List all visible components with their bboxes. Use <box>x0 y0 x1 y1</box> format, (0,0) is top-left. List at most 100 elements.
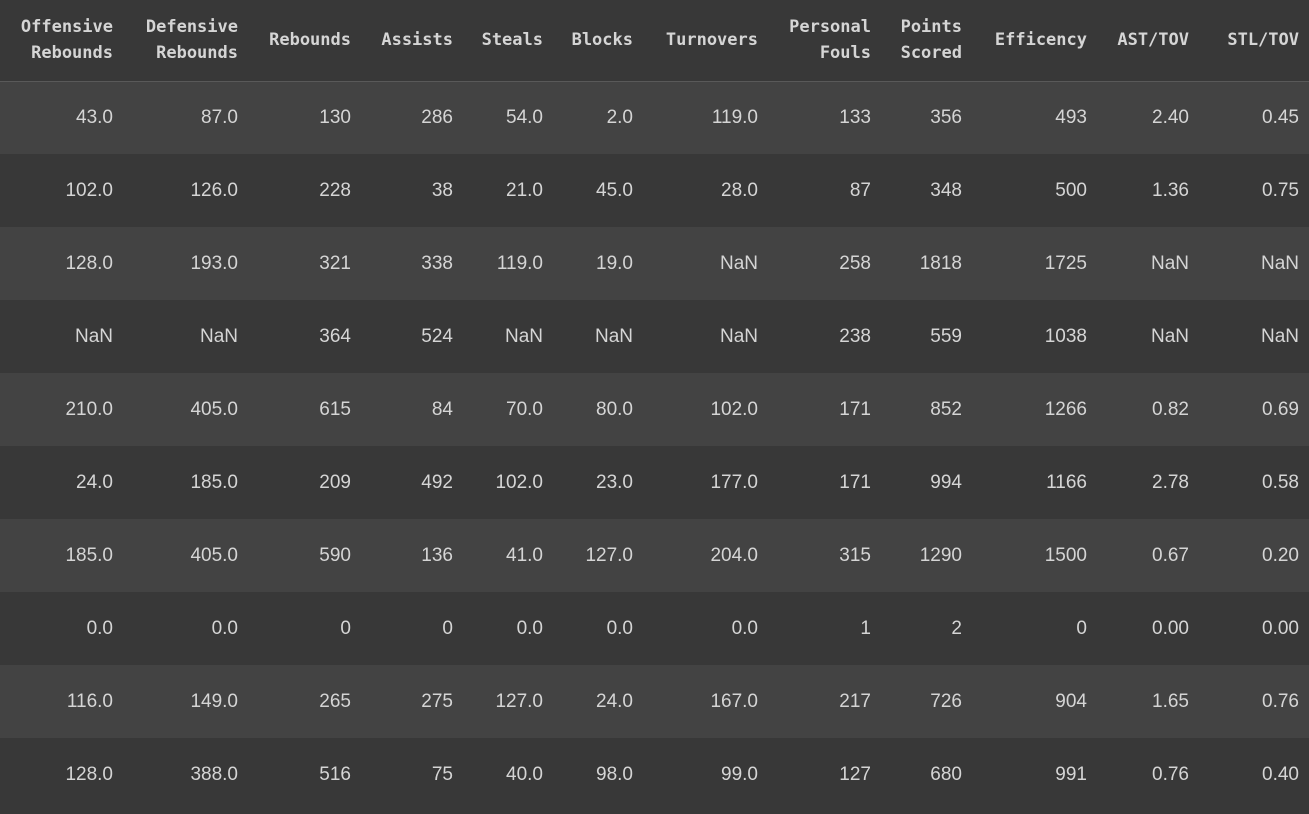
column-header-blocks: Blocks <box>553 0 643 82</box>
table-cell: 0.00 <box>1152 617 1189 639</box>
table-cell: 315 <box>839 544 871 566</box>
table-cell: 209 <box>319 471 351 493</box>
table-cell: 1818 <box>919 252 962 274</box>
table-cell: 128.0 <box>65 763 113 785</box>
table-cell: 127.0 <box>585 544 633 566</box>
table-cell: 75 <box>431 763 453 785</box>
table-cell: 43.0 <box>76 106 113 128</box>
table-cell: 1.36 <box>1152 179 1189 201</box>
table-cell: 991 <box>1055 763 1087 785</box>
table-cell: 0.0 <box>516 617 543 639</box>
table-cell: 167.0 <box>710 690 758 712</box>
column-header-steals: Steals <box>463 0 553 82</box>
table-cell: 185.0 <box>65 544 113 566</box>
table-cell: NaN <box>594 325 633 347</box>
table-cell: 171 <box>839 471 871 493</box>
table-cell: 193.0 <box>190 252 238 274</box>
table-cell: 615 <box>319 398 351 420</box>
table-cell: 0.82 <box>1152 398 1189 420</box>
table-cell: 0.45 <box>1262 106 1299 128</box>
table-cell: 0.69 <box>1262 398 1299 420</box>
table-cell: 87.0 <box>201 106 238 128</box>
table-cell: 1290 <box>919 544 962 566</box>
table-cell: NaN <box>719 325 758 347</box>
table-cell: NaN <box>1260 325 1299 347</box>
table-cell: 80.0 <box>596 398 633 420</box>
table-cell: 1166 <box>1046 471 1087 493</box>
table-cell: 275 <box>421 690 453 712</box>
table-cell: 28.0 <box>721 179 758 201</box>
table-cell: 45.0 <box>596 179 633 201</box>
table-cell: 133 <box>839 106 871 128</box>
table-cell: 388.0 <box>190 763 238 785</box>
table-cell: 559 <box>930 325 962 347</box>
table-cell: 1266 <box>1044 398 1087 420</box>
table-cell: 852 <box>930 398 962 420</box>
table-cell: 102.0 <box>710 398 758 420</box>
column-header-defensive-rebounds: Defensive Rebounds <box>123 0 248 82</box>
table-cell: 136 <box>421 544 453 566</box>
table-cell: 70.0 <box>506 398 543 420</box>
table-cell: 348 <box>930 179 962 201</box>
column-header-points-scored: Points Scored <box>881 0 972 82</box>
table-cell: 286 <box>421 106 453 128</box>
table-cell: 1500 <box>1044 544 1087 566</box>
table-cell: 54.0 <box>506 106 543 128</box>
table-cell: 128.0 <box>65 252 113 274</box>
table-cell: 116.0 <box>66 690 113 712</box>
table-cell: 217 <box>839 690 871 712</box>
table-cell: 405.0 <box>190 544 238 566</box>
table-cell: 210.0 <box>65 398 113 420</box>
table-cell: 38 <box>431 179 453 201</box>
table-cell: 0.75 <box>1262 179 1299 201</box>
table-cell: 321 <box>319 252 351 274</box>
table-cell: 171 <box>839 398 871 420</box>
table-cell: 127.0 <box>495 690 543 712</box>
table-cell: 994 <box>930 471 962 493</box>
table-cell: 338 <box>421 252 453 274</box>
table-cell: 119.0 <box>496 252 543 274</box>
table-cell: 0 <box>340 617 351 639</box>
table-cell: 1038 <box>1044 325 1087 347</box>
table-row: 210.0 405.0 615 84 70.0 80.0 102.0 171 852 1266 0.… <box>0 373 1309 446</box>
table-row: 116.0 149.0 265 275 127.0 24.0 167.0 217 726 904 1… <box>0 665 1309 738</box>
table-cell: 0.0 <box>731 617 758 639</box>
table-cell: 21.0 <box>506 179 543 201</box>
column-header-turnovers: Turnovers <box>643 0 768 82</box>
table-cell: 680 <box>930 763 962 785</box>
table-cell: 102.0 <box>495 471 543 493</box>
table-cell: 177.0 <box>710 471 758 493</box>
table-cell: NaN <box>1150 325 1189 347</box>
table-row: 102.0 126.0 228 38 21.0 45.0 28.0 87 348 500 1.36 0… <box>0 154 1309 227</box>
table-cell: 0.0 <box>606 617 633 639</box>
table-cell: NaN <box>504 325 543 347</box>
table-cell: 2.78 <box>1152 471 1189 493</box>
table-row: 185.0 405.0 590 136 41.0 127.0 204.0 315 1290 150… <box>0 519 1309 592</box>
table-cell: 0 <box>442 617 453 639</box>
table-cell: 41.0 <box>506 544 543 566</box>
table-cell: NaN <box>74 325 113 347</box>
table-cell: 904 <box>1055 690 1087 712</box>
table-cell: 0.67 <box>1152 544 1189 566</box>
table-cell: 516 <box>319 763 351 785</box>
table-cell: 102.0 <box>65 179 113 201</box>
table-row: NaN NaN 364 524 NaN NaN NaN 238 559 1038 NaN NaN <box>0 300 1309 373</box>
table-body: 43.0 87.0 130 286 54.0 2.0 119.0 133 356 493 2.40 0… <box>0 81 1309 811</box>
column-header-ast-tov: AST/TOV <box>1097 0 1199 82</box>
table-cell: 2.40 <box>1152 106 1189 128</box>
table-cell: 0.00 <box>1262 617 1299 639</box>
column-header-assists: Assists <box>361 0 463 82</box>
table-cell: 130 <box>319 106 351 128</box>
table-cell: NaN <box>1150 252 1189 274</box>
table-cell: 364 <box>319 325 351 347</box>
table-cell: 1725 <box>1044 252 1087 274</box>
header-row: Offensive Rebounds Defensive Rebounds Re… <box>0 0 1309 82</box>
table-cell: 228 <box>319 179 351 201</box>
table-cell: 204.0 <box>710 544 758 566</box>
table-cell: 524 <box>421 325 453 347</box>
table-header: Offensive Rebounds Defensive Rebounds Re… <box>0 0 1309 82</box>
table-cell: 185.0 <box>190 471 238 493</box>
table-cell: 590 <box>319 544 351 566</box>
table-cell: 149.0 <box>190 690 238 712</box>
